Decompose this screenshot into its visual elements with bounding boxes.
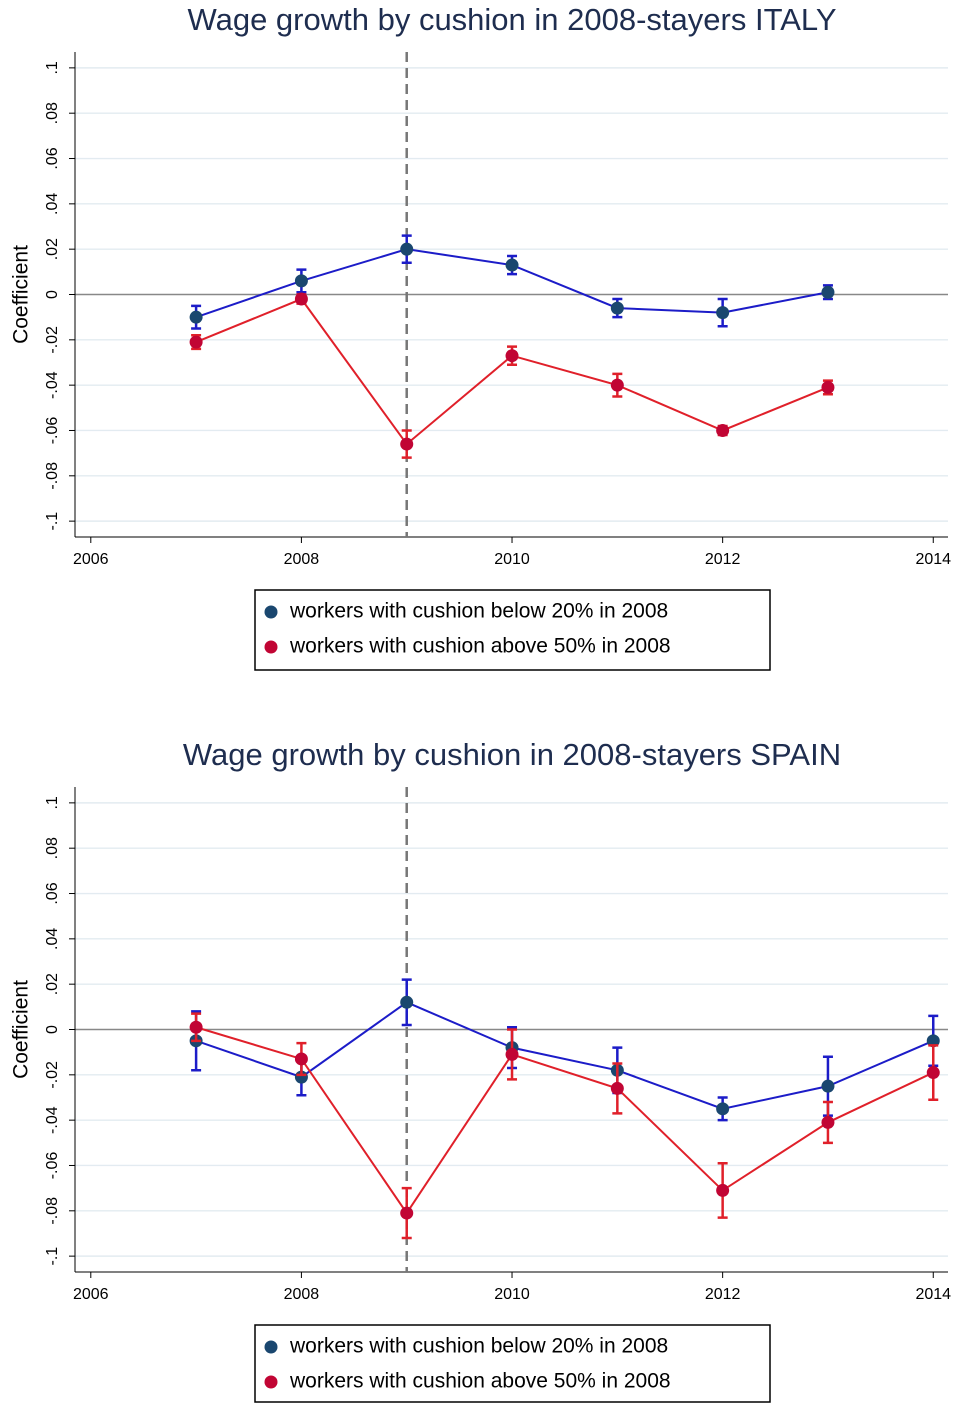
data-point bbox=[821, 285, 835, 299]
x-tick-label: 2014 bbox=[915, 551, 951, 568]
y-tick-label: -.06 bbox=[44, 1152, 61, 1180]
legend-marker bbox=[264, 640, 278, 654]
y-tick-label: .1 bbox=[44, 796, 61, 809]
series-line bbox=[195, 1026, 934, 1215]
data-point bbox=[926, 1066, 940, 1080]
data-point bbox=[821, 380, 835, 394]
legend-box bbox=[254, 589, 771, 671]
series-line bbox=[195, 1001, 934, 1110]
y-tick-label: 0 bbox=[44, 1025, 61, 1034]
data-point bbox=[610, 378, 624, 392]
y-axis-label: Coefficient bbox=[10, 245, 33, 344]
data-point bbox=[400, 242, 414, 256]
data-point bbox=[294, 1052, 308, 1066]
legend-box bbox=[254, 1324, 771, 1403]
data-point bbox=[505, 349, 519, 363]
data-point bbox=[926, 1034, 940, 1048]
legend-marker bbox=[264, 605, 278, 619]
legend-marker bbox=[264, 1340, 278, 1354]
data-point bbox=[505, 258, 519, 272]
data-point bbox=[610, 301, 624, 315]
y-tick-label: -.06 bbox=[44, 417, 61, 445]
y-tick-label: -.08 bbox=[44, 1197, 61, 1225]
chart-title: Wage growth by cushion in 2008-stayers S… bbox=[183, 737, 841, 772]
y-tick-label: 0 bbox=[44, 290, 61, 299]
x-tick-label: 2014 bbox=[915, 1286, 951, 1303]
chart-title: Wage growth by cushion in 2008-stayers I… bbox=[187, 2, 836, 37]
data-point bbox=[189, 310, 203, 324]
x-tick-label: 2010 bbox=[494, 551, 530, 568]
y-tick-label: .04 bbox=[44, 928, 61, 950]
data-point bbox=[400, 1206, 414, 1220]
legend-marker bbox=[264, 1375, 278, 1389]
y-tick-label: -.04 bbox=[44, 1106, 61, 1134]
data-point bbox=[189, 335, 203, 349]
data-point bbox=[716, 423, 730, 437]
data-point bbox=[821, 1079, 835, 1093]
x-tick-label: 2012 bbox=[705, 1286, 741, 1303]
y-tick-label: .02 bbox=[44, 973, 61, 995]
y-tick-label: .06 bbox=[44, 882, 61, 904]
legend-label: workers with cushion below 20% in 2008 bbox=[289, 600, 668, 623]
data-point bbox=[716, 306, 730, 320]
data-point bbox=[610, 1081, 624, 1095]
legend-label: workers with cushion below 20% in 2008 bbox=[289, 1335, 668, 1358]
legend-label: workers with cushion above 50% in 2008 bbox=[289, 635, 671, 658]
y-tick-label: .06 bbox=[44, 147, 61, 169]
x-tick-label: 2006 bbox=[73, 1286, 109, 1303]
y-tick-label: .08 bbox=[44, 837, 61, 859]
y-tick-label: .04 bbox=[44, 193, 61, 215]
data-point bbox=[716, 1183, 730, 1197]
data-point bbox=[716, 1102, 730, 1116]
series-line bbox=[195, 297, 829, 446]
data-point bbox=[189, 1020, 203, 1034]
y-tick-label: .02 bbox=[44, 238, 61, 260]
legend-label: workers with cushion above 50% in 2008 bbox=[289, 1370, 671, 1393]
y-tick-label: .08 bbox=[44, 102, 61, 124]
x-tick-label: 2006 bbox=[73, 551, 109, 568]
x-tick-label: 2010 bbox=[494, 1286, 530, 1303]
y-axis-label: Coefficient bbox=[10, 980, 33, 1079]
x-tick-label: 2008 bbox=[284, 1286, 320, 1303]
x-tick-label: 2008 bbox=[284, 551, 320, 568]
data-point bbox=[400, 437, 414, 451]
data-point bbox=[400, 995, 414, 1009]
y-tick-label: -.02 bbox=[44, 1061, 61, 1089]
y-tick-label: -.04 bbox=[44, 371, 61, 399]
y-tick-label: -.08 bbox=[44, 462, 61, 490]
x-tick-label: 2012 bbox=[705, 551, 741, 568]
data-point bbox=[821, 1115, 835, 1129]
y-tick-label: -.1 bbox=[44, 1247, 61, 1266]
data-point bbox=[505, 1047, 519, 1061]
y-tick-label: .1 bbox=[44, 61, 61, 74]
data-point bbox=[294, 292, 308, 306]
y-tick-label: -.02 bbox=[44, 326, 61, 354]
data-point bbox=[294, 274, 308, 288]
y-tick-label: -.1 bbox=[44, 512, 61, 531]
